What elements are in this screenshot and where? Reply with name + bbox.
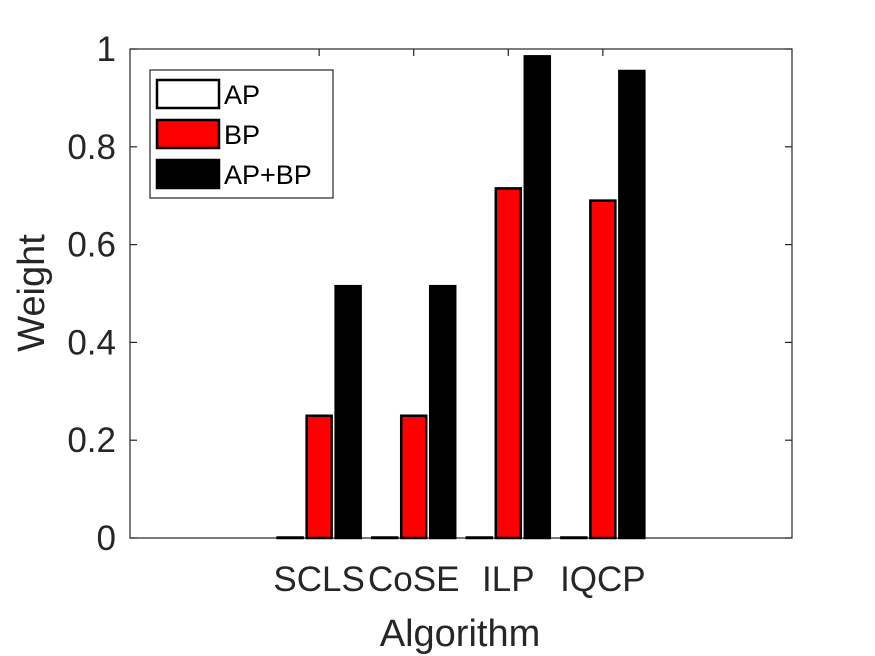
x-tick-label: ILP	[482, 560, 535, 599]
bar-ap-bp	[334, 284, 362, 540]
y-tick-label: 1	[97, 30, 116, 69]
y-tick-label: 0.4	[67, 323, 116, 362]
x-tick-label: SCLS	[273, 560, 364, 599]
bar-bp	[494, 187, 523, 540]
bar-bp	[399, 414, 428, 540]
bar-ap-bp	[428, 284, 457, 540]
y-axis-title: Weight	[11, 234, 53, 352]
bar-ap	[560, 536, 588, 540]
y-tick-label: 0.8	[67, 128, 116, 167]
x-tick-label: IQCP	[560, 560, 646, 599]
x-tick-label: CoSE	[368, 560, 459, 599]
bars-group	[276, 55, 646, 540]
x-axis: SCLS CoSE ILP IQCP	[273, 49, 646, 599]
bar-ap-bp	[618, 69, 646, 540]
y-axis: 0 0.2 0.4 0.6 0.8 1	[67, 30, 792, 558]
legend-swatch-bp	[155, 118, 221, 150]
y-tick-label: 0.6	[67, 226, 116, 265]
y-tick-label: 0	[97, 519, 116, 558]
legend-swatch-ap-bp	[155, 158, 221, 190]
bar-ap-bp	[523, 55, 552, 540]
legend-label: AP+BP	[224, 160, 312, 190]
bar-ap	[465, 536, 494, 540]
bar-bp	[305, 414, 333, 540]
legend-label: BP	[224, 120, 260, 150]
legend-swatch-ap	[155, 78, 221, 110]
y-tick-label: 0.2	[67, 421, 116, 460]
legend-label: AP	[224, 80, 260, 110]
bar-ap	[276, 536, 304, 540]
x-axis-title: Algorithm	[380, 613, 541, 655]
legend: AP BP AP+BP	[149, 69, 334, 199]
bar-bp	[589, 199, 617, 540]
bar-ap	[370, 536, 399, 540]
